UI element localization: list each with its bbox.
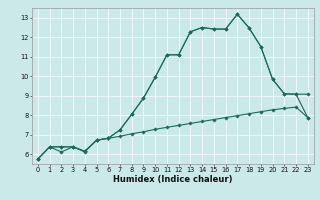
X-axis label: Humidex (Indice chaleur): Humidex (Indice chaleur) [113,175,233,184]
